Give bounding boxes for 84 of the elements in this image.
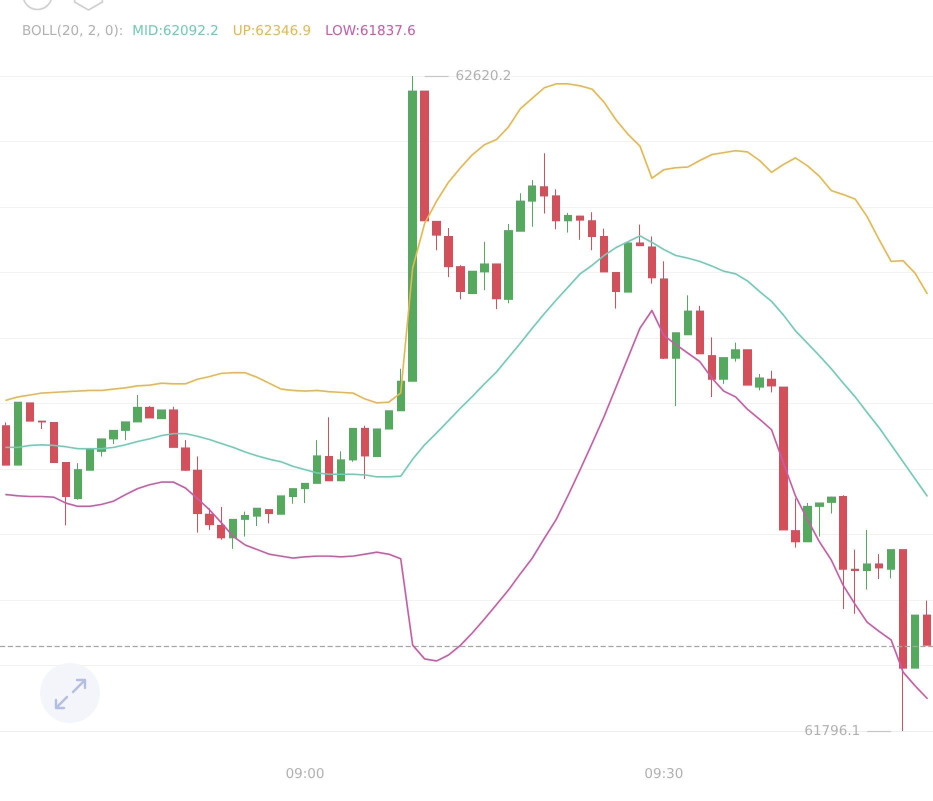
candlestick — [50, 422, 58, 463]
text: LOW:61837.6 — [325, 23, 416, 39]
candlestick — [767, 370, 776, 393]
candlestick — [74, 462, 82, 500]
candlestick — [26, 402, 34, 422]
candlestick — [672, 332, 680, 407]
candlestick — [337, 450, 345, 482]
candlestick — [277, 495, 285, 515]
candlestick — [169, 406, 178, 448]
candlestick — [121, 421, 130, 441]
candlestick — [815, 502, 824, 537]
candlestick — [62, 462, 70, 526]
candlestick — [181, 440, 190, 472]
candlestick — [839, 494, 847, 610]
candlestick — [289, 488, 297, 504]
candlestick — [408, 76, 417, 382]
candlestick — [684, 294, 692, 336]
candlestick — [14, 402, 22, 466]
candlestick — [444, 227, 453, 278]
candlestick — [899, 549, 907, 732]
candlestick — [719, 357, 728, 384]
candlestick — [875, 554, 883, 580]
candlestick — [86, 450, 94, 471]
candlestick — [743, 349, 752, 386]
candlestick — [2, 422, 10, 466]
candlestick — [456, 264, 465, 300]
candlestick — [229, 518, 237, 550]
candlestick — [420, 90, 429, 222]
candlestick — [731, 342, 740, 362]
candlestick — [205, 508, 214, 530]
text: MID:62092.2 — [132, 23, 219, 39]
candlestick — [827, 496, 836, 514]
candlestick — [755, 374, 764, 391]
candlestick — [157, 410, 166, 420]
candlestick — [923, 600, 931, 646]
text: UP:62346.9 — [232, 23, 312, 39]
x-tick-label: 09:00 — [286, 766, 324, 782]
candlestick — [109, 430, 118, 445]
candlestick — [385, 410, 393, 430]
candlestick — [779, 386, 788, 530]
x-tick-label: 09:30 — [644, 766, 684, 782]
candlestick — [588, 212, 596, 251]
candlestick — [576, 215, 584, 240]
candlestick — [145, 406, 154, 418]
candlestick — [516, 192, 525, 232]
candlestick — [468, 270, 477, 294]
candlestick — [552, 188, 560, 230]
candlestick — [708, 336, 716, 398]
candlestick — [648, 236, 656, 284]
candlestick — [265, 509, 273, 524]
candlestick — [193, 456, 202, 534]
candlestick — [540, 152, 548, 214]
candlestick — [217, 506, 225, 540]
candlestick — [301, 482, 309, 504]
candlestick — [325, 416, 333, 482]
candlestick — [696, 305, 704, 354]
candlestick — [480, 241, 489, 291]
candlestick — [361, 425, 369, 480]
candlestick — [636, 224, 644, 246]
candlestick — [851, 549, 859, 614]
chart-title: BOLL(20, 2, 0): — [22, 23, 124, 39]
annotation: 61796.1 — [804, 723, 860, 739]
candlestick — [504, 224, 513, 304]
candlestick — [38, 420, 46, 430]
candlestick — [863, 529, 871, 590]
candlestick — [624, 242, 632, 293]
candlestick — [373, 428, 381, 458]
candlestick — [313, 440, 321, 484]
candlestick — [612, 272, 620, 310]
candlestick — [432, 220, 441, 251]
candlestick — [803, 502, 812, 542]
candlestick — [791, 498, 800, 548]
candlestick — [911, 614, 919, 669]
candlestick — [492, 263, 501, 310]
candlestick — [133, 394, 142, 422]
candlestick — [253, 508, 261, 526]
annotation: 62620.2 — [456, 68, 512, 84]
candlestick — [528, 180, 536, 228]
candlestick — [660, 260, 668, 360]
candlestick — [349, 428, 357, 462]
candlestick — [887, 549, 895, 579]
candlestick — [600, 228, 608, 272]
candlestick — [564, 212, 572, 234]
candlestick — [241, 511, 249, 537]
